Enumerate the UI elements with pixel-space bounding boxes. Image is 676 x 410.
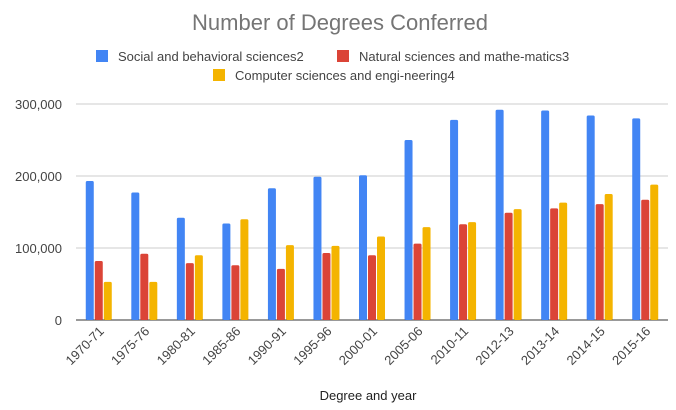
y-axis-ticks: 0 100,000 200,000 300,000: [15, 97, 62, 328]
bar-series-1: [85, 181, 94, 320]
legend-label-natural: Natural sciences and mathe-matics3: [359, 49, 569, 64]
bar-series-1: [632, 118, 641, 321]
x-tick-label: 2005-06: [381, 324, 425, 368]
x-axis-ticks: 1970-71 1975-76 1980-81 1985-86 1990-91 1995-…: [63, 324, 654, 368]
legend-swatch-natural: [337, 50, 349, 62]
bar-series-3: [194, 255, 203, 320]
bar-series-3: [650, 184, 659, 320]
chart-title: Number of Degrees Conferred: [192, 10, 488, 35]
bar-series-1: [267, 188, 276, 320]
bar-series-2: [459, 224, 468, 320]
bar-series-3: [377, 236, 385, 320]
bar-series-2: [140, 253, 149, 320]
x-tick-label: 2012-13: [472, 324, 516, 368]
y-tick-label: 200,000: [15, 169, 62, 184]
bars: [85, 109, 659, 321]
legend: Social and behavioral sciences2 Natural …: [96, 49, 569, 83]
x-tick-label: 1985-86: [199, 324, 243, 368]
y-tick-label: 300,000: [15, 97, 62, 112]
x-tick-label: 1990-91: [245, 324, 289, 368]
bar-series-1: [131, 192, 140, 320]
legend-swatch-social: [96, 50, 108, 62]
bar-series-1: [313, 176, 322, 320]
bar-series-1: [176, 217, 185, 320]
bar-series-2: [641, 199, 650, 320]
bar-series-2: [322, 253, 331, 320]
bar-series-1: [359, 175, 367, 320]
bar-series-3: [103, 281, 112, 320]
bar-series-1: [450, 119, 459, 320]
bar-series-2: [231, 265, 240, 320]
x-tick-label: 2010-11: [428, 324, 472, 368]
bar-series-1: [495, 109, 504, 320]
bar-series-2: [413, 243, 422, 320]
x-tick-label: 1980-81: [154, 324, 198, 368]
x-axis-title: Degree and year: [320, 388, 418, 403]
bar-series-3: [468, 222, 477, 320]
x-tick-label: 2015-16: [609, 324, 653, 368]
bar-series-2: [185, 263, 194, 320]
bar-series-3: [513, 209, 522, 320]
bar-series-3: [422, 227, 431, 320]
bar-series-2: [504, 212, 513, 320]
bar-series-2: [276, 268, 285, 320]
bar-series-2: [94, 260, 103, 320]
bar-series-2: [595, 204, 604, 320]
bar-series-2: [368, 255, 376, 320]
legend-label-computer: Computer sciences and engi-neering4: [235, 68, 455, 83]
bar-series-3: [240, 219, 249, 320]
bar-series-1: [404, 140, 413, 320]
bar-series-3: [604, 194, 613, 320]
legend-swatch-computer: [213, 69, 225, 81]
x-tick-label: 2000-01: [336, 324, 380, 368]
bar-series-1: [586, 115, 595, 321]
y-tick-label: 100,000: [15, 241, 62, 256]
bar-series-3: [285, 245, 294, 320]
x-tick-label: 1975-76: [108, 324, 152, 368]
x-tick-label: 2013-14: [518, 324, 562, 368]
bar-series-3: [559, 202, 568, 320]
bar-series-3: [149, 281, 158, 320]
y-tick-label: 0: [55, 313, 62, 328]
bar-series-1: [222, 223, 231, 320]
x-tick-label: 2014-15: [563, 324, 607, 368]
bar-series-3: [331, 245, 340, 320]
bar-series-2: [550, 208, 559, 320]
x-tick-label: 1970-71: [63, 324, 107, 368]
x-tick-label: 1995-96: [290, 324, 334, 368]
legend-label-social: Social and behavioral sciences2: [118, 49, 304, 64]
bar-series-1: [541, 110, 550, 320]
